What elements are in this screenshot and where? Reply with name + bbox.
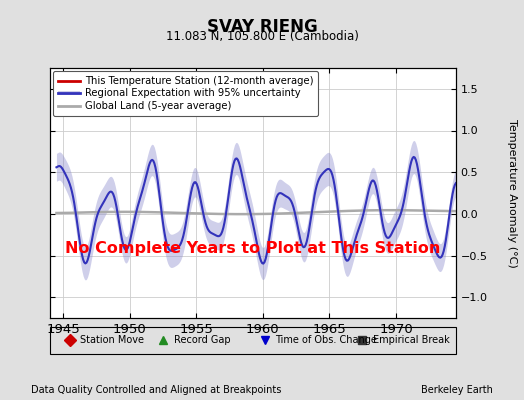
Text: Record Gap: Record Gap bbox=[173, 335, 230, 345]
Text: Time of Obs. Change: Time of Obs. Change bbox=[275, 335, 377, 345]
Text: No Complete Years to Plot at This Station: No Complete Years to Plot at This Statio… bbox=[65, 240, 441, 256]
Text: Data Quality Controlled and Aligned at Breakpoints: Data Quality Controlled and Aligned at B… bbox=[31, 385, 282, 395]
Text: Station Move: Station Move bbox=[80, 335, 144, 345]
Text: Empirical Break: Empirical Break bbox=[373, 335, 450, 345]
Text: 11.083 N, 105.800 E (Cambodia): 11.083 N, 105.800 E (Cambodia) bbox=[166, 30, 358, 43]
Legend: This Temperature Station (12-month average), Regional Expectation with 95% uncer: This Temperature Station (12-month avera… bbox=[53, 71, 318, 116]
Y-axis label: Temperature Anomaly (°C): Temperature Anomaly (°C) bbox=[507, 119, 517, 267]
Text: SVAY RIENG: SVAY RIENG bbox=[206, 18, 318, 36]
Text: Berkeley Earth: Berkeley Earth bbox=[421, 385, 493, 395]
